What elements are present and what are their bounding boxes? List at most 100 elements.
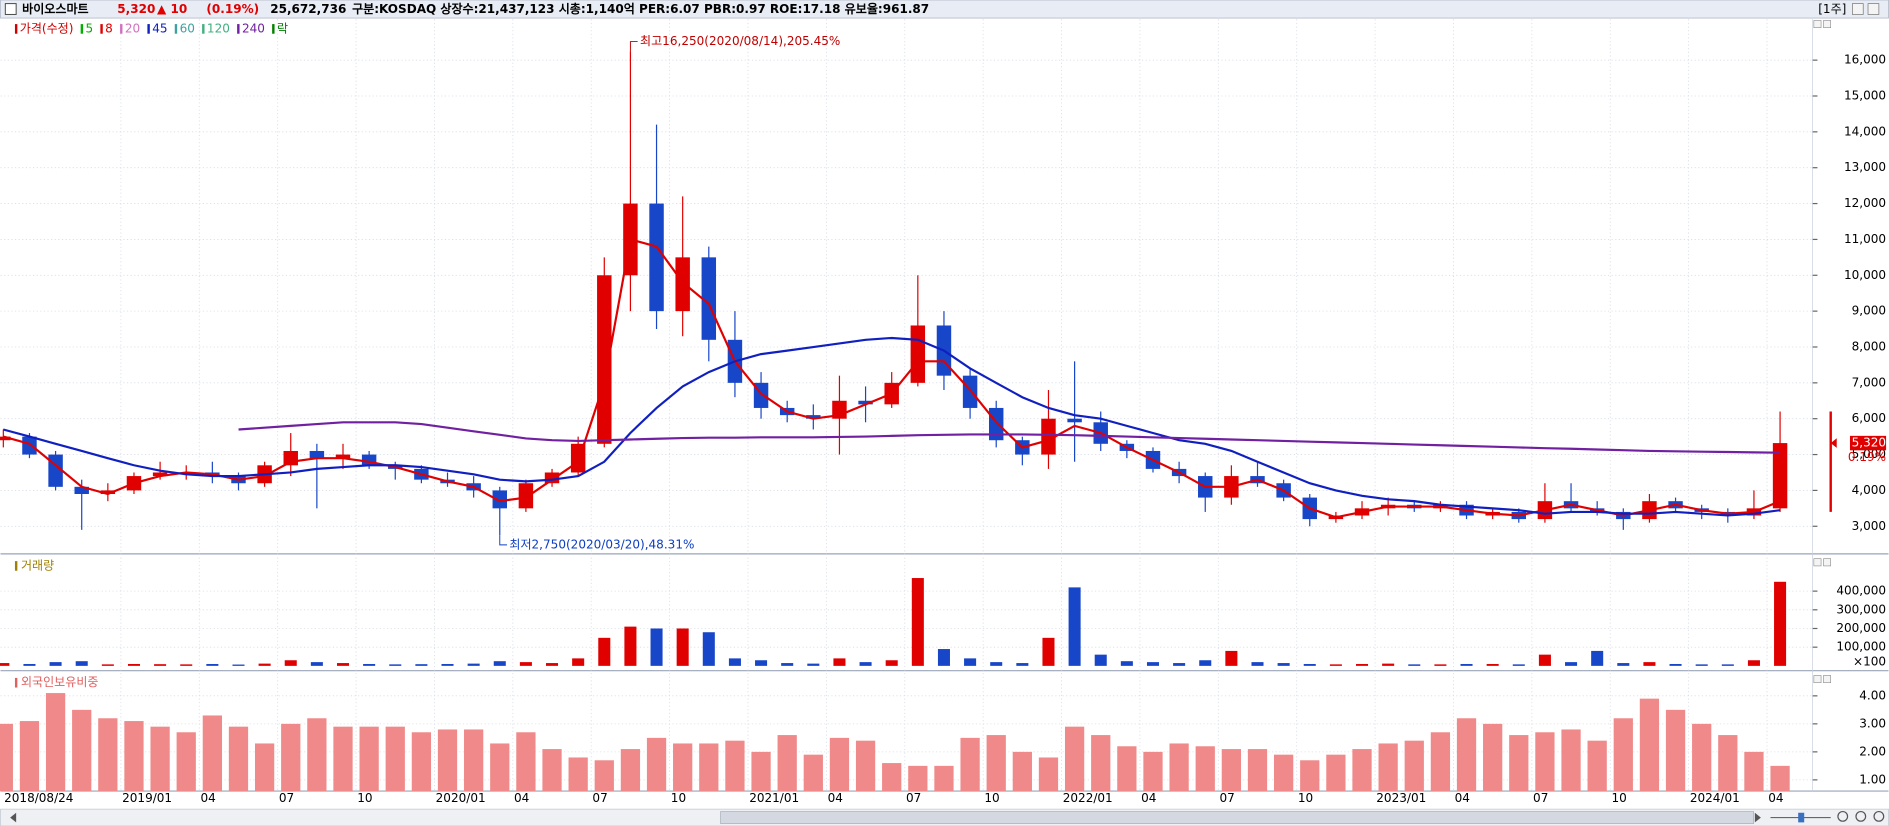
checkbox[interactable] bbox=[4, 3, 17, 15]
pane-button[interactable] bbox=[1823, 558, 1832, 567]
legend-label: 5 bbox=[85, 21, 93, 35]
legend-swatch bbox=[14, 24, 18, 34]
bar bbox=[1355, 663, 1369, 666]
bar bbox=[1669, 663, 1682, 666]
volume: 25,672,736 bbox=[270, 2, 346, 16]
legend-label: 240 bbox=[242, 21, 265, 35]
bar bbox=[1225, 650, 1238, 666]
candle-body bbox=[22, 436, 37, 455]
bar bbox=[1591, 650, 1604, 666]
x-tick-label: 07 bbox=[1220, 791, 1235, 805]
pane-title: 외국인보유비중 bbox=[21, 675, 98, 689]
candle-body bbox=[518, 483, 534, 509]
y-tick-label: 4.00 bbox=[1859, 688, 1886, 702]
bar bbox=[1434, 664, 1447, 666]
bar bbox=[1744, 751, 1764, 792]
zoom-out[interactable] bbox=[1837, 810, 1849, 822]
bar bbox=[1486, 663, 1499, 666]
pane-title: 거래량 bbox=[21, 558, 54, 572]
pane-button[interactable] bbox=[1813, 558, 1822, 567]
candle-body bbox=[74, 486, 89, 494]
bar bbox=[598, 637, 611, 666]
bar bbox=[986, 735, 1006, 792]
bar bbox=[1404, 740, 1424, 792]
y-tick-label: 2.00 bbox=[1859, 744, 1886, 758]
bar bbox=[1038, 757, 1059, 792]
bar bbox=[1718, 735, 1738, 792]
window-button[interactable] bbox=[1852, 3, 1864, 15]
candle-body bbox=[597, 275, 612, 444]
ma-line bbox=[238, 421, 1781, 454]
bar bbox=[206, 663, 219, 666]
x-tick-label: 07 bbox=[906, 791, 921, 805]
bar bbox=[467, 663, 480, 666]
y-tick-label: 3,000 bbox=[1852, 519, 1886, 533]
bar bbox=[885, 660, 898, 666]
candle-body bbox=[1772, 443, 1788, 509]
x-tick-label: 04 bbox=[1141, 791, 1156, 805]
legend-swatch bbox=[120, 24, 123, 34]
x-tick-label: 04 bbox=[514, 791, 529, 805]
low-annotation: 최저2,750(2020/03/20),48.31% bbox=[509, 537, 694, 551]
stock-info: 구분:KOSDAQ 상장수:21,437,123 시총:1,140억 PER:6… bbox=[352, 1, 929, 16]
scroll-right[interactable] bbox=[1754, 812, 1761, 823]
bar bbox=[45, 693, 66, 792]
bar bbox=[1643, 662, 1656, 666]
last-price: 5,320 bbox=[1852, 436, 1886, 450]
candle-body bbox=[910, 325, 926, 383]
x-tick-label: 04 bbox=[1768, 791, 1783, 805]
period[interactable]: [1주] bbox=[1818, 2, 1846, 16]
bar bbox=[1042, 637, 1055, 666]
bar bbox=[1721, 664, 1734, 666]
bar bbox=[699, 743, 719, 792]
bar bbox=[882, 763, 902, 792]
bar bbox=[803, 754, 823, 792]
candle-body bbox=[1041, 418, 1056, 455]
legend-swatch bbox=[237, 24, 240, 34]
scroll-left[interactable] bbox=[10, 812, 17, 823]
y-tick-label: 10,000 bbox=[1844, 268, 1886, 282]
candle-body bbox=[335, 454, 351, 459]
bar bbox=[728, 658, 741, 666]
candle-body bbox=[544, 472, 560, 484]
bar bbox=[1509, 735, 1529, 792]
low-arrow bbox=[499, 535, 507, 546]
zoom-handle[interactable] bbox=[1798, 812, 1805, 823]
legend-swatch bbox=[80, 24, 84, 34]
bar bbox=[1352, 749, 1372, 792]
y-tick-label: 8,000 bbox=[1852, 339, 1886, 353]
bar bbox=[960, 737, 980, 792]
pane-button[interactable] bbox=[1823, 20, 1832, 28]
change-rate: (0.19%) bbox=[206, 2, 259, 16]
bar bbox=[254, 743, 275, 792]
bar bbox=[1692, 723, 1712, 792]
ma-line bbox=[2, 336, 1781, 517]
bar bbox=[1012, 751, 1032, 792]
candle-body bbox=[701, 257, 717, 340]
bar bbox=[1565, 662, 1578, 666]
bar bbox=[1169, 743, 1189, 792]
zoom-in[interactable] bbox=[1855, 810, 1867, 822]
legend-label: 120 bbox=[207, 21, 230, 35]
bar bbox=[1378, 743, 1398, 792]
change: ▲ 10 bbox=[157, 2, 187, 16]
bar bbox=[101, 664, 114, 666]
zoom-reset[interactable] bbox=[1873, 810, 1885, 822]
bar bbox=[154, 664, 167, 666]
bar bbox=[1382, 663, 1395, 666]
pane-button[interactable] bbox=[1823, 675, 1832, 684]
bar bbox=[1326, 754, 1346, 792]
bar bbox=[620, 749, 641, 792]
pane-button[interactable] bbox=[1813, 20, 1822, 28]
pane-title-swatch bbox=[14, 677, 18, 688]
bar bbox=[911, 578, 924, 666]
x-tick-label: 10 bbox=[1611, 791, 1626, 805]
bar bbox=[646, 737, 667, 792]
pane-button[interactable] bbox=[1813, 675, 1822, 684]
scroll-thumb[interactable] bbox=[720, 811, 1755, 824]
bar bbox=[1143, 751, 1163, 792]
bar bbox=[1460, 663, 1473, 666]
close-button[interactable] bbox=[1867, 3, 1880, 15]
bar bbox=[1665, 709, 1686, 792]
